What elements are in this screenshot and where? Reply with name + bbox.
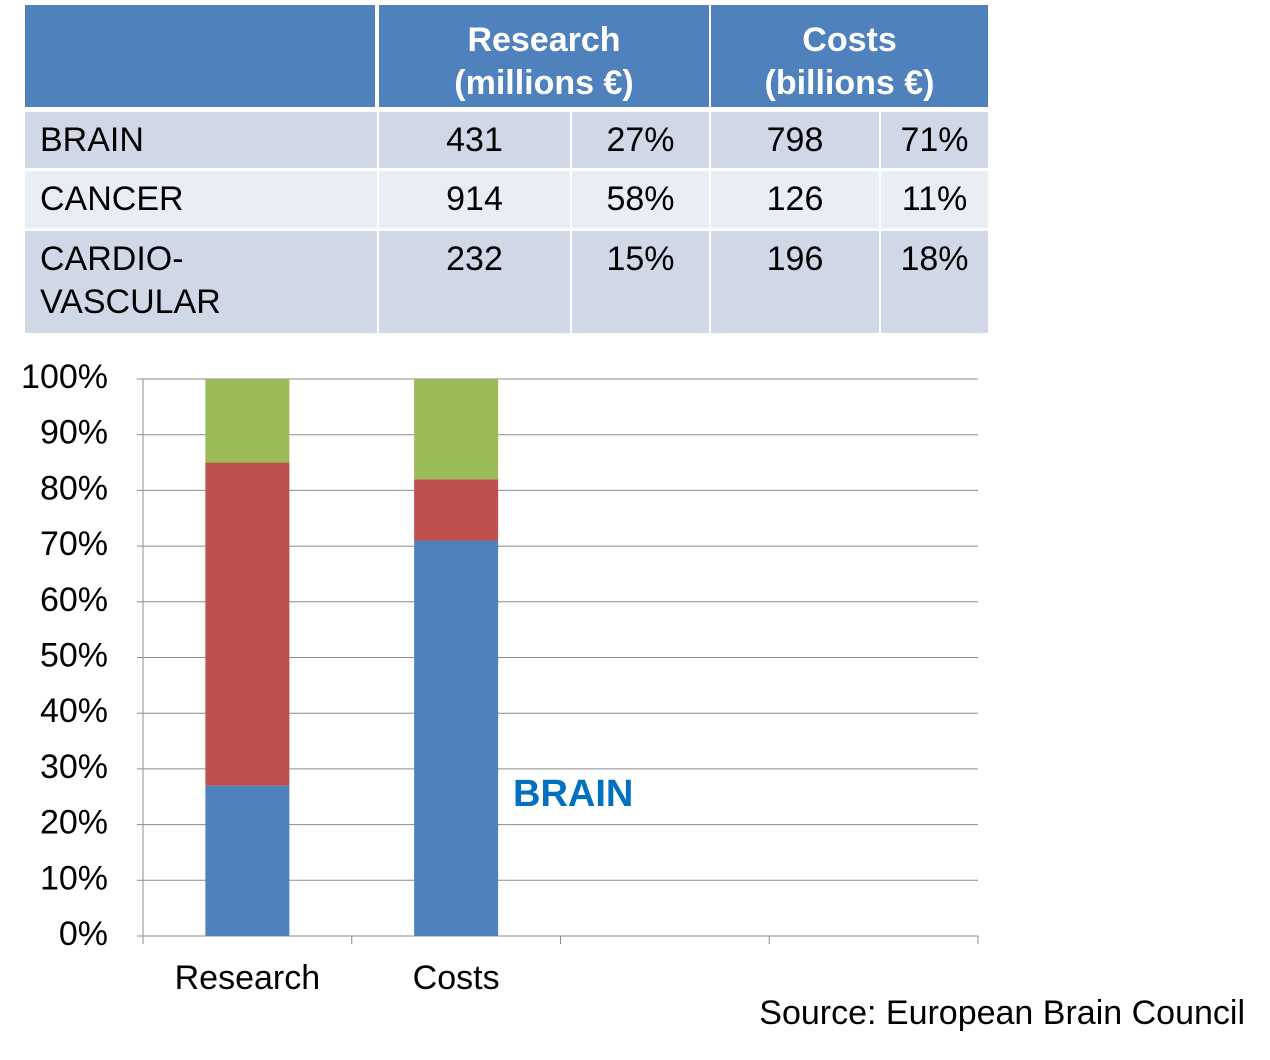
cell-line: (millions €) (454, 64, 634, 102)
header-cell: Costs (billions €) (711, 5, 988, 107)
header-cell: Research (millions €) (379, 5, 709, 107)
table-cell: 71% (881, 112, 988, 168)
bar-segment (205, 379, 290, 463)
cell-line: CARDIO- (40, 240, 184, 278)
x-tick-label: Research (175, 959, 321, 997)
y-tick-label: 20% (40, 804, 108, 842)
cell-line: Research (467, 21, 621, 59)
table-cell: 18% (881, 231, 988, 333)
bar-segment (205, 462, 290, 786)
bar-segment (205, 785, 290, 936)
bar-segment (414, 379, 499, 480)
cell-line: VASCULAR (40, 283, 221, 321)
cell-line: Costs (802, 21, 897, 59)
cell-line: (billions €) (764, 64, 935, 102)
y-tick-label: 70% (40, 525, 108, 563)
y-tick-label: 30% (40, 748, 108, 786)
x-tick-label: Costs (413, 959, 500, 997)
y-tick-label: 80% (40, 469, 108, 507)
table-cell: 914 (379, 171, 570, 228)
bar-segment (414, 540, 499, 936)
table-cell: 232 (379, 231, 570, 333)
annotation: BRAIN (513, 773, 633, 815)
table-cell: 58% (572, 171, 709, 228)
cell-line: CANCER (40, 180, 184, 218)
y-tick-label: 90% (40, 414, 108, 452)
table-cell: CARDIO- VASCULAR (25, 231, 377, 333)
table-cell: 798 (711, 112, 879, 168)
y-tick-label: 0% (59, 915, 108, 953)
cell-line: BRAIN (40, 121, 144, 159)
table-cell: 196 (711, 231, 879, 333)
bar-segment (414, 479, 499, 541)
table-cell: 126 (711, 171, 879, 228)
y-tick-label: 100% (21, 358, 108, 396)
table-cell: CANCER (25, 171, 377, 228)
table-cell: 15% (572, 231, 709, 333)
source-note: Source: European Brain Council (759, 994, 1245, 1032)
table-cell: 27% (572, 112, 709, 168)
table-cell: 11% (881, 171, 988, 228)
y-tick-label: 50% (40, 636, 108, 674)
header-blank (25, 5, 375, 107)
y-tick-label: 40% (40, 692, 108, 730)
table-cell: 431 (379, 112, 570, 168)
y-tick-label: 60% (40, 581, 108, 619)
y-tick-label: 10% (40, 859, 108, 897)
table-cell: BRAIN (25, 112, 377, 168)
